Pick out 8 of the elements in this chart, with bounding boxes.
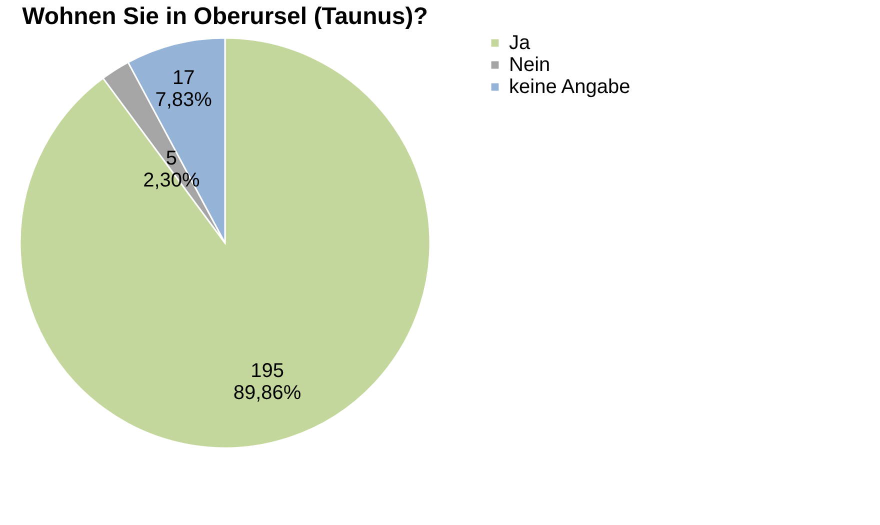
legend-label: Nein <box>509 54 550 76</box>
data-label: 17 7,83% <box>155 67 212 112</box>
data-label: 195 89,86% <box>233 360 302 404</box>
legend-label: Ja <box>509 32 531 54</box>
data-label: 5 2,30% <box>143 148 200 192</box>
chart-title: Wohnen Sie in Oberursel (Taunus)? <box>22 3 428 30</box>
legend-label: keine Angabe <box>509 76 630 98</box>
pie-slice <box>19 37 431 448</box>
